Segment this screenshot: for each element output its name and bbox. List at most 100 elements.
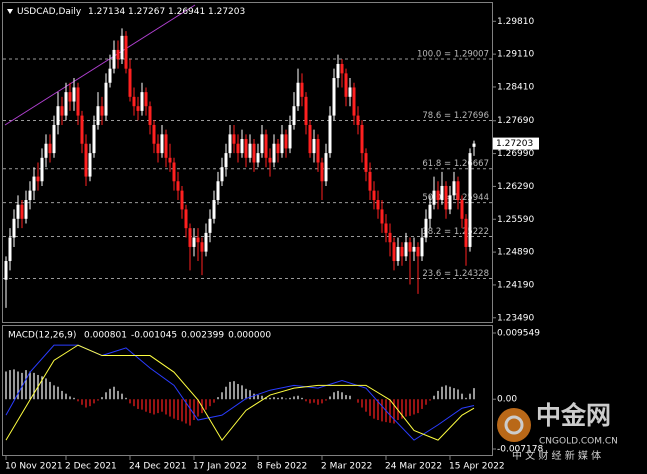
- candle-body: [320, 162, 324, 182]
- candle-body: [332, 78, 336, 116]
- candle-body: [140, 92, 144, 111]
- candle-body: [424, 218, 428, 238]
- candle-body: [168, 157, 172, 163]
- x-tick-label: 8 Feb 2022: [257, 462, 307, 472]
- candle-body: [16, 204, 20, 219]
- candle-body: [32, 176, 36, 191]
- x-tick-label: 2 Mar 2022: [321, 462, 372, 472]
- candle-body: [316, 139, 320, 163]
- y-tick-label: 1.28410: [497, 82, 534, 92]
- macd-value: -0.001045: [131, 331, 177, 341]
- candle-body: [88, 153, 92, 177]
- candle-body: [172, 162, 176, 182]
- macd: [5, 344, 475, 442]
- candle-body: [264, 134, 268, 158]
- candle-body: [192, 237, 196, 247]
- candle-body: [60, 106, 64, 116]
- candle-body: [460, 200, 464, 219]
- candle-body: [428, 204, 432, 219]
- x-tick-label: 10 Nov 2021: [5, 462, 63, 472]
- candle-body: [156, 143, 160, 154]
- candle-body: [208, 218, 212, 233]
- candle-body: [196, 237, 200, 243]
- candle-body: [356, 115, 360, 125]
- candle-body: [292, 106, 296, 125]
- candle-body: [240, 139, 244, 154]
- trend-line: [4, 4, 196, 126]
- candle-body: [388, 232, 392, 243]
- y-tick-label: 1.27690: [497, 116, 534, 126]
- candle-body: [52, 124, 56, 154]
- candle-body: [456, 181, 460, 201]
- candle-body: [184, 209, 188, 229]
- logo: [497, 408, 531, 442]
- macd-value: 0.002399: [181, 331, 224, 341]
- candle-body: [312, 139, 316, 154]
- macd-panel: [2, 325, 493, 456]
- candle-body: [12, 218, 16, 238]
- candle-body: [404, 242, 408, 257]
- candle-body: [284, 134, 288, 149]
- candle-body: [248, 143, 252, 158]
- candle-body: [44, 143, 48, 158]
- candle-body: [288, 124, 292, 149]
- candle-body: [444, 185, 448, 210]
- candle-body: [420, 237, 424, 257]
- last-price-label: 1.27203: [496, 139, 533, 149]
- candle-body: [20, 204, 24, 219]
- candle-body: [416, 246, 420, 257]
- candle-body: [164, 134, 168, 158]
- candle-body: [96, 106, 100, 125]
- y-tick-label: 1.25590: [497, 215, 534, 225]
- candle-body: [144, 92, 148, 107]
- candle-body: [352, 87, 356, 116]
- fib-label: 78.6 = 1.27696: [422, 111, 489, 121]
- candle-body: [304, 96, 308, 125]
- candle-body: [104, 82, 108, 116]
- candle-body: [440, 185, 444, 201]
- y-tick-label: 1.29810: [497, 17, 534, 27]
- macd-value: 0.000801: [84, 331, 127, 341]
- candle-body: [376, 200, 380, 210]
- candle-body: [228, 134, 232, 154]
- candle-body: [40, 157, 44, 182]
- candle-body: [132, 96, 136, 107]
- candle-body: [80, 115, 84, 144]
- candle-body: [276, 143, 280, 154]
- candle-body: [216, 181, 220, 201]
- candle-body: [464, 218, 468, 247]
- candle-body: [324, 153, 328, 182]
- candle-body: [128, 68, 132, 97]
- y-tick-label: 1.24190: [497, 280, 534, 290]
- y-tick-label: 1.26290: [497, 182, 534, 192]
- candle-body: [204, 232, 208, 252]
- candle-body: [244, 139, 248, 158]
- candle-body: [220, 167, 224, 182]
- fib-label: 100.0 = 1.29007: [417, 49, 489, 59]
- candle-body: [64, 92, 68, 116]
- logo-mark: [504, 415, 524, 435]
- candle-body: [364, 153, 368, 172]
- candles: [4, 28, 476, 308]
- y-tick-label: 1.26990: [497, 149, 534, 159]
- candle-body: [120, 35, 124, 60]
- candle-body: [436, 190, 440, 201]
- candle-body: [432, 190, 436, 205]
- candle-body: [116, 49, 120, 60]
- candle-body: [380, 209, 384, 224]
- candle-body: [136, 106, 140, 111]
- candle-body: [4, 261, 8, 280]
- candle-body: [108, 68, 112, 83]
- candle-body: [308, 124, 312, 154]
- slogan: 中 文 财 经 新 媒 体: [512, 449, 601, 462]
- candle-body: [236, 143, 240, 154]
- candle-body: [256, 153, 260, 163]
- candle-body: [56, 106, 60, 125]
- y-tick-label: 1.23490: [497, 313, 534, 323]
- ohlc-value: 1.27134: [88, 7, 125, 17]
- collapse-arrow[interactable]: [7, 9, 13, 14]
- main-panel: [2, 2, 493, 323]
- candle-body: [188, 228, 192, 247]
- brand: 中金网: [536, 401, 611, 430]
